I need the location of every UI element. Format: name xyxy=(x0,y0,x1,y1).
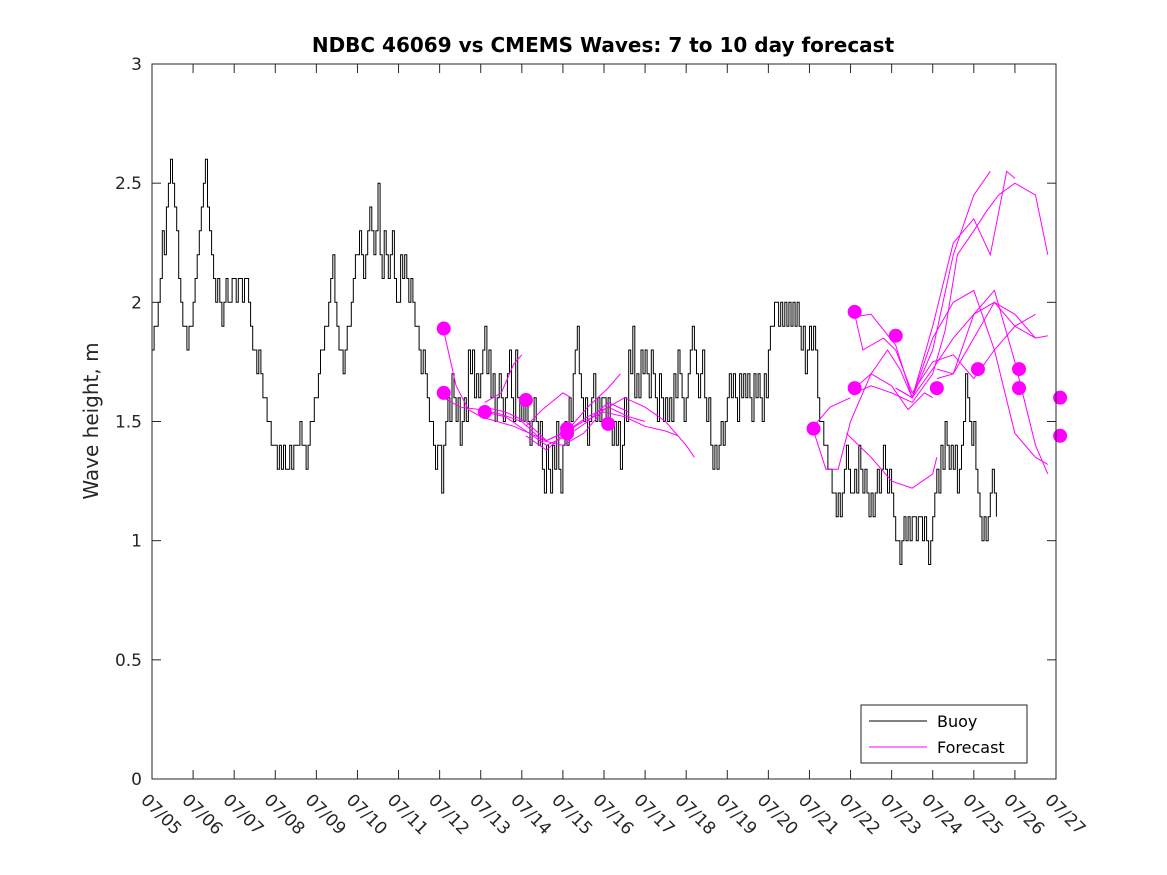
forecast-marker xyxy=(929,381,944,396)
y-tick-label: 1.5 xyxy=(115,413,142,433)
forecast-marker xyxy=(888,328,903,343)
forecast-marker xyxy=(806,421,821,436)
forecast-series-line xyxy=(525,392,572,427)
forecast-series-line xyxy=(813,397,851,427)
forecast-marker xyxy=(477,404,492,419)
y-tick-label: 0 xyxy=(131,770,142,790)
forecast-series-line xyxy=(854,301,1036,399)
forecast-marker xyxy=(847,381,862,396)
y-tick-label: 3 xyxy=(131,55,142,75)
forecast-marker xyxy=(601,416,616,431)
y-axis-label: Wave height, m xyxy=(79,342,103,499)
forecast-marker xyxy=(1053,390,1068,405)
legend-label: Forecast xyxy=(937,738,1005,757)
forecast-series-line xyxy=(525,373,621,451)
forecast-series-line xyxy=(484,354,523,403)
legend-label: Buoy xyxy=(937,712,977,731)
forecast-marker xyxy=(436,385,451,400)
forecast-series-line xyxy=(854,314,1036,394)
y-tick-label: 2 xyxy=(131,293,142,313)
forecast-marker xyxy=(436,321,451,336)
forecast-series-line xyxy=(936,301,1048,380)
forecast-series-line xyxy=(854,170,1016,400)
forecast-marker xyxy=(1012,362,1027,377)
y-tick-label: 0.5 xyxy=(115,651,142,671)
forecast-series-line xyxy=(854,182,1049,404)
legend: Buoy Forecast xyxy=(860,704,1028,764)
forecast-marker xyxy=(847,304,862,319)
forecast-marker xyxy=(970,362,985,377)
forecast-marker xyxy=(560,426,575,441)
forecast-marker xyxy=(1053,428,1068,443)
y-tick-label: 2.5 xyxy=(115,174,142,194)
y-tick-label: 1 xyxy=(131,532,142,552)
forecast-marker xyxy=(1012,381,1027,396)
buoy-series-line xyxy=(152,158,997,565)
forecast-series-line xyxy=(895,289,1049,465)
plot-area xyxy=(152,158,1068,565)
forecast-series-line xyxy=(846,433,938,489)
chart-title: NDBC 46069 vs CMEMS Waves: 7 to 10 day f… xyxy=(312,33,895,57)
forecast-marker xyxy=(518,393,533,408)
legend-box xyxy=(860,704,1028,764)
